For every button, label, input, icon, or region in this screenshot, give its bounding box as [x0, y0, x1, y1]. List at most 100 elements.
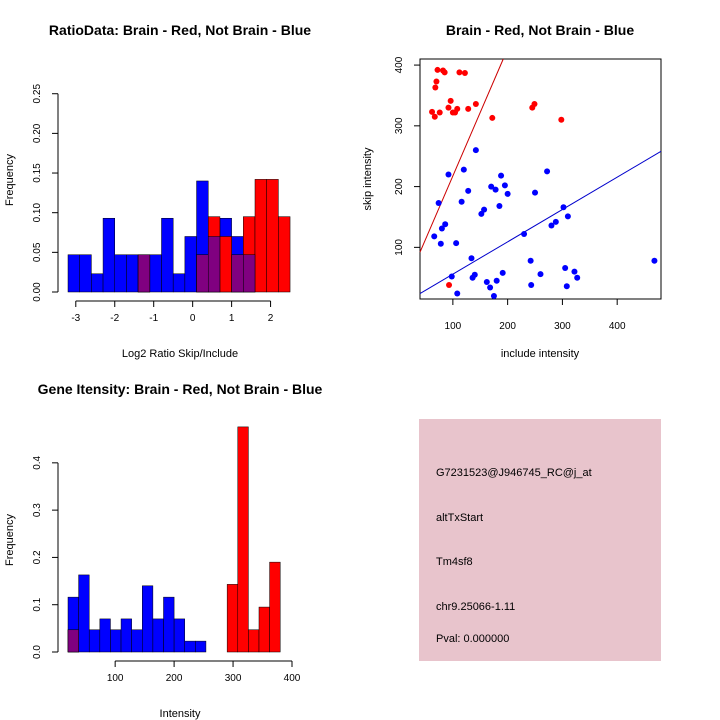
intensity-x-tick-label: 400: [284, 673, 301, 684]
ratio-x-tick-label: 1: [229, 313, 235, 324]
scatter-point-brain: [441, 69, 448, 76]
ratio-bar-not-brain: [67, 254, 80, 293]
scatter-point-not-brain: [492, 186, 499, 193]
ratio-bar-not-brain: [102, 217, 115, 293]
scatter-point-not-brain: [564, 213, 571, 220]
intensity-bar-not-brain: [142, 585, 154, 653]
gene-intensity-title: Gene Itensity: Brain - Red, Not Brain - …: [38, 381, 323, 397]
ratio-histogram-bars: [67, 179, 291, 293]
fit-line-brain-fit: [419, 58, 504, 253]
ratio-histogram-y-label: Frequency: [4, 154, 16, 206]
ratio-histogram: RatioData: Brain - Red, Not Brain - Blue…: [4, 22, 311, 360]
ratio-bar-brain: [266, 179, 279, 293]
scatter-point-brain: [461, 69, 468, 76]
intensity-bar-not-brain: [120, 618, 132, 653]
info-panel: G7231523@J946745_RC@j_at altTxStart Tm4s…: [419, 419, 661, 661]
scatter-point-not-brain: [560, 204, 567, 211]
scatter-point-not-brain: [442, 221, 449, 228]
ratio-y-tick-label: 0.10: [32, 203, 43, 223]
ratio-x-tick-label: -2: [110, 313, 119, 324]
scatter-point-not-brain: [527, 257, 534, 264]
info-panel-background: [419, 419, 661, 661]
scatter-x-tick-label: 400: [609, 321, 626, 332]
ratio-bar-not-brain: [161, 217, 174, 293]
scatter-point-not-brain: [504, 190, 511, 197]
scatter-point-not-brain: [437, 240, 444, 247]
scatter-point-brain: [489, 114, 496, 121]
scatter-point-not-brain: [493, 277, 500, 284]
scatter-point-not-brain: [499, 269, 506, 276]
intensity-bar-not-brain: [88, 629, 101, 653]
scatter-title: Brain - Red, Not Brain - Blue: [446, 22, 634, 38]
intensity-bar-not-brain: [195, 640, 207, 653]
ratio-bar-overlap: [207, 236, 221, 293]
ratio-bar-overlap: [196, 254, 209, 293]
ratio-bar-not-brain: [91, 273, 104, 293]
scatter-y-tick-label: 400: [394, 56, 405, 73]
scatter-point-not-brain: [438, 225, 445, 232]
scatter-point-not-brain: [487, 284, 494, 291]
ratio-x-tick-label: -3: [71, 313, 80, 324]
scatter-point-brain: [558, 116, 565, 123]
ratio-histogram-title: RatioData: Brain - Red, Not Brain - Blue: [49, 22, 311, 38]
ratio-bar-not-brain: [184, 236, 197, 293]
scatter-point-brain: [447, 97, 454, 104]
scatter-point-not-brain: [445, 171, 452, 178]
fit-line-not-brain-fit: [419, 150, 662, 294]
scatter-plot-box: [419, 58, 662, 300]
intensity-y-tick-label: 0.2: [32, 550, 43, 564]
gene-intensity-y-label: Frequency: [4, 514, 16, 566]
scatter-point-brain: [454, 105, 461, 112]
scatter-point-not-brain: [490, 292, 497, 299]
ratio-histogram-x-label: Log2 Ratio Skip/Include: [122, 348, 238, 360]
scatter-point-not-brain: [521, 230, 528, 237]
ratio-histogram-x-axis: -3 -2 -1 0 1 2: [71, 300, 274, 324]
intensity-bar-not-brain: [110, 629, 122, 653]
intensity-bar-brain: [248, 629, 260, 653]
intensity-scatter: Brain - Red, Not Brain - Blue 100 200 300 4…: [362, 22, 662, 360]
intensity-bar-brain: [269, 561, 281, 653]
scatter-point-not-brain: [537, 271, 544, 278]
scatter-point-not-brain: [532, 189, 539, 196]
scatter-point-not-brain: [453, 240, 460, 247]
scatter-x-label: include intensity: [501, 348, 580, 360]
scatter-point-not-brain: [562, 265, 569, 272]
scatter-y-tick-label: 300: [394, 117, 405, 134]
info-probe-id: G7231523@J946745_RC@j_at: [436, 467, 592, 479]
scatter-y-tick-label: 200: [394, 178, 405, 195]
intensity-bar-not-brain: [163, 596, 175, 653]
scatter-point-not-brain: [651, 257, 658, 264]
intensity-bar-not-brain: [152, 618, 164, 653]
scatter-point-not-brain: [448, 273, 455, 280]
ratio-y-tick-label: 0.15: [32, 163, 43, 183]
gene-intensity-histogram: Gene Itensity: Brain - Red, Not Brain - …: [4, 381, 323, 720]
gene-intensity-x-label: Intensity: [160, 708, 201, 720]
scatter-point-not-brain: [468, 255, 475, 262]
scatter-y-axis: 100 200 300 400: [394, 56, 420, 256]
ratio-bar-overlap: [137, 254, 151, 293]
scatter-point-not-brain: [496, 203, 503, 210]
scatter-point-brain: [446, 282, 453, 289]
info-event-type: altTxStart: [436, 512, 483, 524]
scatter-x-tick-label: 200: [499, 321, 516, 332]
scatter-point-brain: [445, 104, 452, 111]
intensity-bar-brain: [226, 584, 239, 653]
scatter-point-not-brain: [454, 290, 461, 297]
scatter-point-brain: [434, 66, 441, 73]
intensity-bar-overlap: [67, 629, 79, 653]
intensity-bar-not-brain: [78, 574, 90, 653]
scatter-point-not-brain: [435, 200, 442, 206]
ratio-bar-not-brain: [114, 254, 127, 293]
scatter-point-not-brain: [472, 147, 479, 154]
intensity-y-tick-label: 0.4: [32, 455, 43, 469]
scatter-point-brain: [436, 109, 443, 116]
ratio-x-tick-label: 2: [268, 313, 274, 324]
scatter-y-tick-label: 100: [394, 239, 405, 256]
scatter-fit-lines: [419, 58, 662, 294]
scatter-point-not-brain: [478, 210, 485, 217]
ratio-bar-overlap: [243, 254, 256, 293]
intensity-bar-brain: [258, 606, 270, 653]
intensity-y-tick-label: 0.1: [32, 597, 43, 611]
scatter-point-not-brain: [471, 271, 478, 278]
scatter-point-not-brain: [548, 222, 555, 229]
